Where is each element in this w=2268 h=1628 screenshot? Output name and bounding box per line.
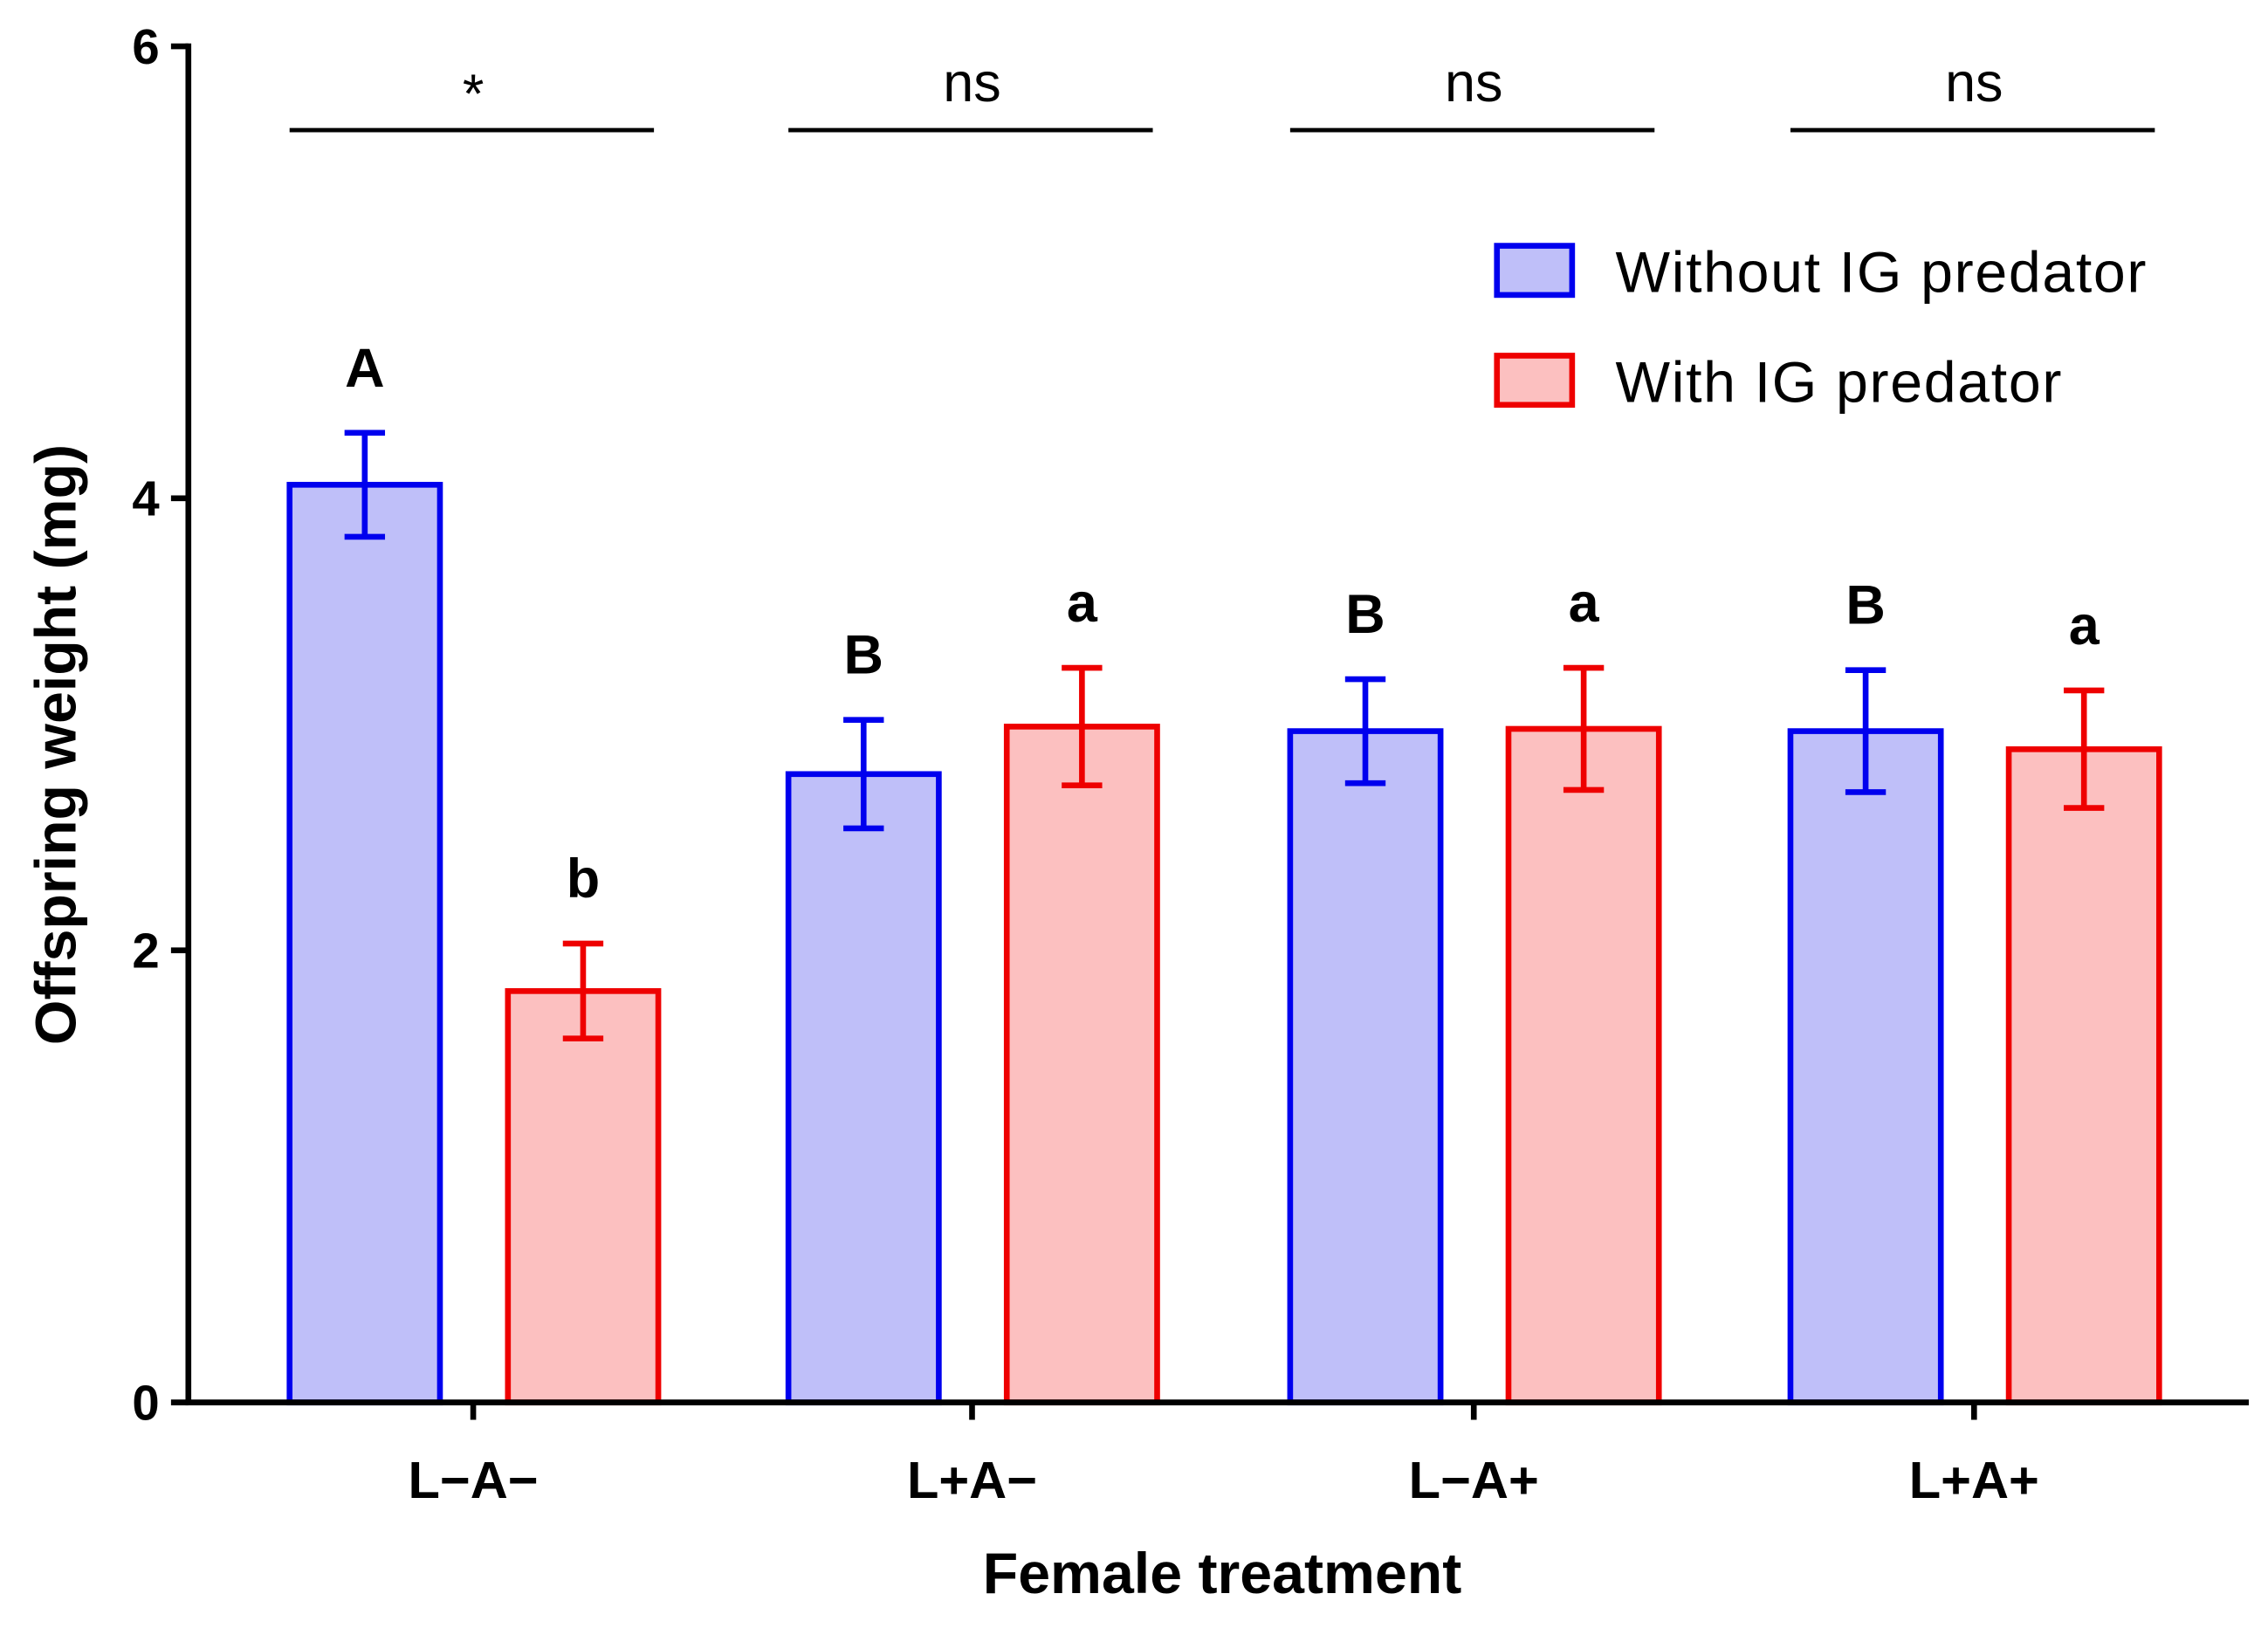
significance-label: ns: [1445, 52, 1502, 113]
legend-label-with: With IG predator: [1616, 350, 2064, 415]
x-tick-label: L+A−: [907, 1451, 1037, 1509]
y-tick-label: 6: [132, 19, 159, 74]
bar: [1505, 725, 1662, 1405]
group-letter: b: [567, 848, 600, 910]
group-letter: a: [1569, 573, 1600, 634]
significance-label: *: [463, 64, 485, 125]
y-tick-label: 2: [132, 924, 159, 979]
x-tick-label: L−A−: [409, 1451, 539, 1509]
legend-label-without: Without IG predator: [1616, 241, 2148, 306]
group-letter: B: [844, 625, 883, 686]
x-axis-title: Female treatment: [983, 1542, 1462, 1606]
x-tick-label: L−A+: [1409, 1451, 1539, 1509]
significance-label: ns: [943, 52, 1000, 113]
y-tick-label: 0: [132, 1375, 159, 1430]
group-letter: a: [1067, 573, 1098, 634]
bar: [785, 771, 942, 1405]
group-letter: A: [345, 338, 384, 399]
bar: [1003, 724, 1160, 1405]
legend-swatch-with: [1494, 353, 1576, 409]
group-letter: B: [1845, 575, 1885, 636]
bar: [505, 988, 662, 1405]
group-letter: B: [1345, 584, 1385, 645]
legend: Without IG predator With IG predator: [1494, 241, 2148, 415]
bar: [2005, 745, 2162, 1405]
legend-swatch-without: [1494, 243, 1576, 299]
x-tick-label: L+A+: [1909, 1451, 2039, 1509]
significance-label: ns: [1945, 52, 2003, 113]
bar: [1287, 728, 1444, 1405]
y-tick-label: 4: [132, 471, 159, 526]
group-letter: a: [2069, 595, 2100, 656]
bar: [286, 482, 443, 1405]
y-axis-title: Offspring weight (mg): [24, 444, 89, 1045]
bar: [1787, 728, 1944, 1405]
